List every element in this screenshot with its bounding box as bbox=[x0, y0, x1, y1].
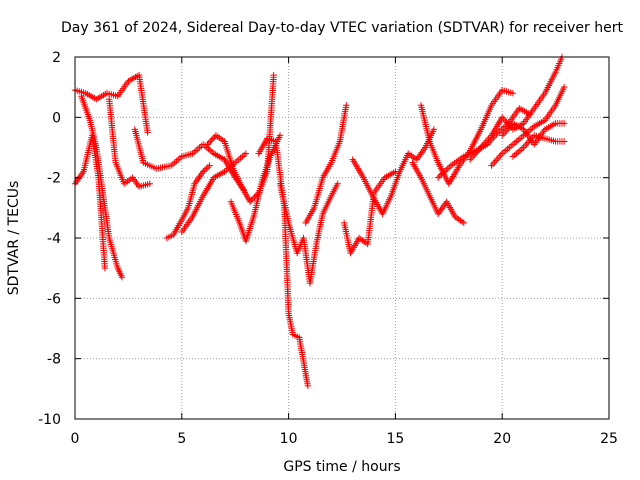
data-point bbox=[489, 160, 497, 168]
data-point bbox=[246, 198, 254, 205]
series-arc-13 bbox=[340, 168, 399, 257]
y-tick-label: -6 bbox=[47, 291, 61, 307]
data-point bbox=[560, 83, 568, 91]
series-arc-19 bbox=[488, 83, 568, 169]
data-point bbox=[270, 71, 277, 79]
data-point bbox=[560, 138, 568, 145]
data-point bbox=[207, 138, 214, 145]
data-point bbox=[560, 120, 568, 127]
data-point bbox=[208, 136, 215, 144]
series-arc-4 bbox=[105, 96, 153, 190]
data-point bbox=[439, 169, 447, 177]
y-tick-label: -4 bbox=[47, 231, 61, 247]
chart-title: Day 361 of 2024, Sidereal Day-to-day VTE… bbox=[61, 20, 623, 36]
series-arc-20 bbox=[509, 132, 568, 160]
data-point bbox=[446, 163, 453, 171]
data-point bbox=[144, 129, 151, 136]
data-point bbox=[101, 264, 109, 272]
series-arc-12 bbox=[302, 102, 350, 227]
data-point bbox=[204, 141, 211, 148]
data-point bbox=[436, 172, 443, 180]
data-point bbox=[343, 102, 350, 109]
data-point bbox=[468, 154, 475, 162]
data-point bbox=[206, 162, 213, 169]
data-point bbox=[495, 153, 503, 161]
y-tick-label: 0 bbox=[52, 110, 61, 126]
series-arc-3 bbox=[78, 93, 126, 281]
y-tick-label: -2 bbox=[47, 171, 61, 187]
x-tick-label: 25 bbox=[600, 431, 618, 447]
data-point bbox=[204, 163, 212, 171]
data-point bbox=[523, 140, 530, 148]
series-arc-1 bbox=[71, 132, 109, 272]
series-arc-9 bbox=[227, 132, 284, 245]
data-point bbox=[438, 171, 445, 178]
data-point bbox=[242, 150, 250, 157]
y-tick-label: 2 bbox=[52, 50, 61, 66]
axis-ticks: 0 5 10 15 20 25 -10 -8 -6 -4 -2 0 2 bbox=[38, 50, 618, 447]
data-point bbox=[248, 197, 255, 204]
data-point bbox=[430, 126, 438, 133]
data-point bbox=[203, 165, 210, 172]
series-arc-21 bbox=[499, 120, 568, 148]
series-arc-15 bbox=[409, 159, 467, 227]
data-point bbox=[276, 132, 284, 139]
y-axis-title: SDTVAR / TECUs bbox=[6, 181, 22, 296]
data-point bbox=[442, 166, 450, 174]
x-axis-title: GPS time / hours bbox=[283, 459, 400, 475]
series-arc-18 bbox=[466, 53, 566, 163]
series-arc-6 bbox=[163, 162, 213, 242]
data-point bbox=[441, 168, 448, 175]
data-point bbox=[201, 166, 208, 174]
series-arc-14 bbox=[349, 126, 438, 218]
data-point bbox=[497, 152, 504, 159]
data-point bbox=[444, 165, 451, 172]
data-point bbox=[205, 139, 213, 147]
data-point bbox=[334, 180, 341, 187]
data-point bbox=[460, 219, 467, 227]
data-point bbox=[146, 180, 153, 187]
y-tick-label: -10 bbox=[38, 412, 61, 428]
data-point bbox=[521, 142, 529, 149]
data-point bbox=[488, 162, 495, 169]
data-point bbox=[509, 90, 517, 97]
data-point bbox=[199, 168, 207, 175]
series-arc-16 bbox=[417, 86, 517, 187]
series-arc-11 bbox=[276, 180, 341, 287]
y-tick-label: -8 bbox=[47, 352, 61, 368]
data-point bbox=[491, 158, 498, 166]
x-tick-label: 20 bbox=[493, 431, 511, 447]
data-points bbox=[71, 53, 568, 390]
data-point bbox=[492, 157, 500, 164]
data-point bbox=[494, 155, 501, 162]
series-arc-10 bbox=[255, 135, 312, 390]
data-point bbox=[118, 274, 126, 281]
data-point bbox=[304, 382, 312, 390]
x-tick-label: 0 bbox=[71, 431, 80, 447]
x-tick-label: 5 bbox=[177, 431, 186, 447]
data-point bbox=[209, 135, 217, 142]
x-tick-label: 15 bbox=[386, 431, 404, 447]
x-tick-label: 10 bbox=[280, 431, 298, 447]
data-point bbox=[434, 174, 442, 181]
